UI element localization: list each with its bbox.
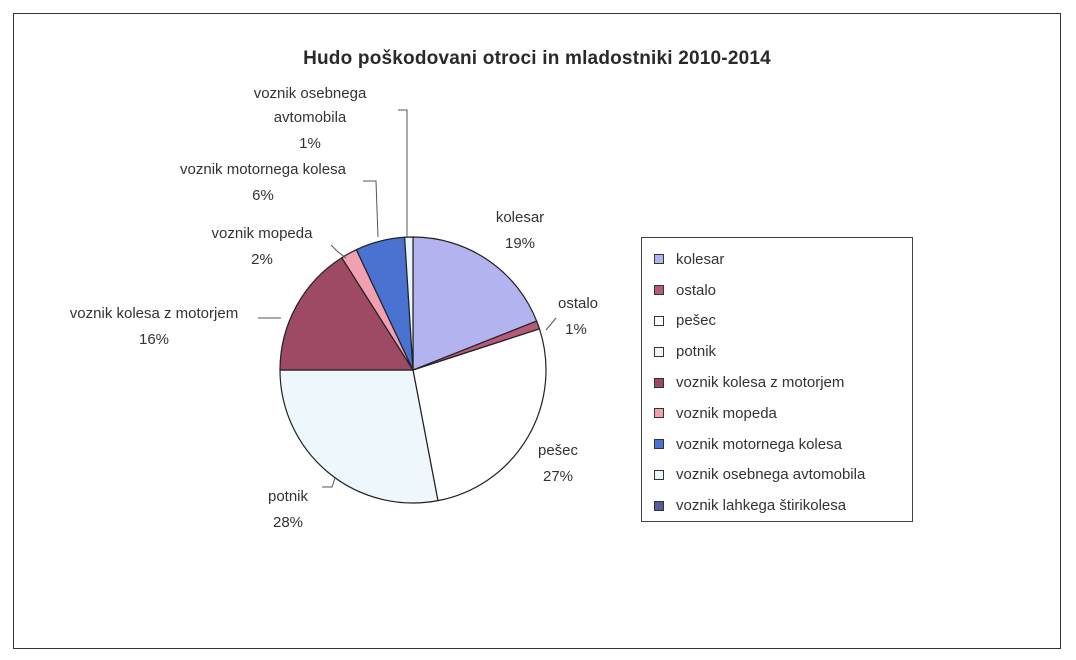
legend-swatch [654, 285, 664, 296]
legend-label: voznik osebnega avtomobila [676, 466, 866, 484]
legend-swatch [654, 315, 664, 326]
legend-item: voznik osebnega avtomobila [642, 460, 912, 491]
slice-percent-label: 1% [299, 135, 321, 152]
legend-label: ostalo [676, 281, 717, 299]
pie-slice [279, 256, 415, 371]
legend-item: potnik [642, 336, 912, 367]
legend-item: kolesar [642, 244, 912, 275]
slice-name-label: voznik mopeda [212, 225, 314, 242]
slice-percent-label: 19% [505, 235, 535, 252]
slice-name-label: avtomobila [274, 109, 347, 126]
slice-name-label: voznik osebnega [254, 85, 367, 102]
legend-item: ostalo [642, 275, 912, 306]
slice-name-label: ostalo [558, 295, 598, 312]
slice-name-label: potnik [268, 488, 309, 505]
legend-label: potnik [676, 343, 717, 361]
legend-swatch [654, 500, 664, 511]
slice-percent-label: 16% [139, 331, 169, 348]
pie-slice [412, 328, 547, 502]
legend-label: voznik mopeda [676, 404, 777, 422]
leader-line [330, 244, 347, 259]
legend-swatch [654, 346, 664, 357]
legend-label: kolesar [676, 250, 725, 268]
pie-slice [412, 236, 538, 371]
pie-slice [404, 236, 414, 371]
legend-swatch [654, 254, 664, 265]
slice-name-label: voznik kolesa z motorjem [70, 305, 238, 322]
legend-label: voznik kolesa z motorjem [676, 374, 845, 392]
legend-swatch [654, 408, 664, 419]
leader-line [363, 180, 379, 238]
legend-label: pešec [676, 312, 717, 330]
legend-item: voznik mopeda [642, 398, 912, 429]
legend-item: voznik lahkega štirikolesa [642, 490, 912, 521]
legend-label: voznik lahkega štirikolesa [676, 497, 847, 515]
slice-name-label: kolesar [496, 209, 544, 226]
slice-percent-label: 2% [251, 251, 273, 268]
leader-line [322, 477, 336, 488]
slice-percent-label: 27% [543, 468, 573, 485]
legend-label: voznik motornega kolesa [676, 435, 842, 453]
slice-percent-label: 6% [252, 187, 274, 204]
slice-percent-label: 28% [273, 514, 303, 531]
legend-swatch [654, 469, 664, 480]
legend-swatch [654, 377, 664, 388]
slice-name-label: voznik motornega kolesa [180, 161, 347, 178]
chart-title: Hudo poškodovani otroci in mladostniki 2… [303, 48, 771, 69]
legend-item: voznik kolesa z motorjem [642, 367, 912, 398]
legend: kolesar ostalo pešec potnik voznik kolesa z … [641, 237, 913, 522]
legend-swatch [654, 439, 664, 450]
leader-line [398, 109, 408, 237]
pie-slice [279, 369, 439, 504]
slice-percent-label: 1% [565, 321, 587, 338]
legend-item: voznik motornega kolesa [642, 429, 912, 460]
legend-item: pešec [642, 306, 912, 337]
slice-name-label: pešec [538, 442, 579, 459]
leader-line [545, 317, 557, 331]
